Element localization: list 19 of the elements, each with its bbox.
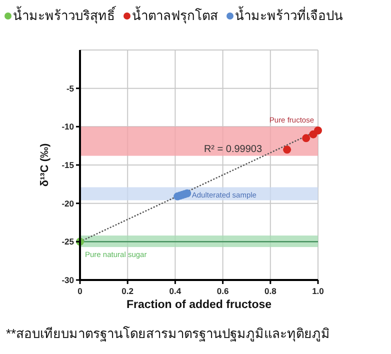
y-tick-label: -25 xyxy=(62,236,74,247)
legend-label: น้ำมะพร้าวบริสุทธิ์ xyxy=(13,6,117,24)
annotation: R² = 0.99903 xyxy=(204,144,262,155)
x-tick-label: 0.8 xyxy=(264,286,277,296)
text: **สอบเทียบมาตรฐานโดยสารมาตรฐานปฐมภูมิและทุติยภูมิ xyxy=(6,326,330,342)
x-tick-label: 1.0 xyxy=(312,286,324,296)
y-axis-title: δ¹³C (‰) xyxy=(39,143,51,187)
y-tick-label: -30 xyxy=(62,275,74,285)
legend-label: น้ำมะพร้าวที่เจือปน xyxy=(235,6,343,23)
x-tick-label: 0 xyxy=(78,286,83,296)
y-tick-label: -15 xyxy=(62,160,74,170)
x-axis-title: Fraction of added fructose xyxy=(126,299,272,311)
y-tick-label: -20 xyxy=(62,198,74,208)
x-tick-label: 0.2 xyxy=(122,286,134,296)
y-tick-label: -10 xyxy=(62,122,74,132)
legend-label: น้ำตาลฟรุกโตส xyxy=(132,6,218,24)
y-tick-label: -5 xyxy=(66,83,74,94)
x-tick-label: 0.4 xyxy=(169,286,182,296)
x-tick-label: 0.6 xyxy=(216,286,229,296)
